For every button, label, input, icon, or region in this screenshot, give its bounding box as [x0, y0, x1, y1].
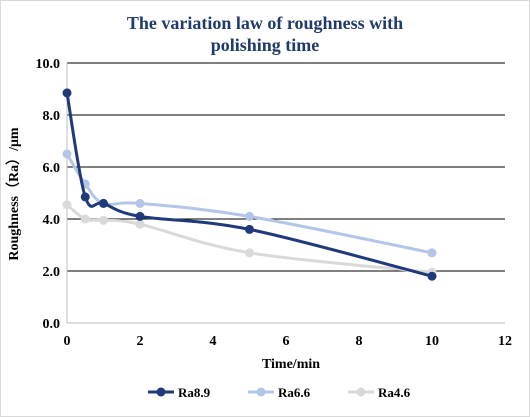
- y-tick-label: 6.0: [43, 161, 61, 176]
- data-point-ra6-6: [245, 211, 254, 221]
- legend-label-ra6-6: Ra6.6: [278, 385, 311, 400]
- data-point-ra8-9: [427, 271, 437, 281]
- y-axis-label: Roughness（Ra）/μm: [6, 127, 22, 261]
- data-point-ra4-6: [245, 248, 254, 258]
- data-point-ra6-6: [62, 149, 72, 159]
- x-tick-label: 4: [210, 334, 217, 349]
- legend-marker-ra8-9: [156, 387, 166, 397]
- data-point-ra8-9: [245, 224, 254, 234]
- data-point-ra4-6: [62, 200, 72, 210]
- data-point-ra8-9: [80, 192, 90, 202]
- x-axis-label: Time/min: [262, 357, 320, 372]
- x-tick-label: 0: [64, 334, 71, 349]
- series-line-ra6-6: [65, 152, 434, 255]
- gridlines: [67, 62, 505, 272]
- data-point-ra6-6: [135, 198, 145, 208]
- legend-marker-ra6-6: [256, 387, 266, 397]
- chart-title: The variation law of roughness with poli…: [0, 12, 530, 56]
- legend-marker-ra4-6: [356, 387, 366, 397]
- data-point-ra4-6: [80, 214, 90, 224]
- series-lines: [62, 88, 437, 281]
- y-tick-label: 2.0: [43, 265, 61, 280]
- legend: Ra8.9 Ra6.6 Ra4.6: [148, 385, 411, 400]
- data-point-ra8-9: [135, 211, 145, 221]
- x-tick-label: 12: [498, 334, 512, 349]
- legend-label-ra8-9: Ra8.9: [178, 385, 211, 400]
- chart-title-line-1: The variation law of roughness with: [126, 13, 404, 33]
- legend-label-ra4-6: Ra4.6: [378, 385, 411, 400]
- y-tick-label: 0.0: [43, 317, 61, 332]
- x-tick-label: 6: [283, 334, 290, 349]
- x-tick-label: 2: [137, 334, 144, 349]
- y-tick-label: 10.0: [36, 57, 61, 72]
- y-tick-label: 8.0: [43, 109, 61, 124]
- tick-labels: 0.0 2.0 4.0 6.0 8.0 10.0 0 2 4 6 8 10 12: [36, 57, 513, 349]
- x-tick-label: 8: [356, 334, 363, 349]
- chart-title-line-2: polishing time: [210, 35, 320, 55]
- x-tick-label: 10: [425, 334, 439, 349]
- series-line-ra8-9: [65, 91, 434, 278]
- y-tick-label: 4.0: [43, 213, 61, 228]
- data-point-ra8-9: [99, 198, 108, 208]
- data-point-ra8-9: [62, 88, 72, 98]
- axes: [66, 63, 505, 324]
- data-point-ra4-6: [135, 219, 145, 229]
- data-point-ra4-6: [99, 215, 108, 225]
- data-point-ra6-6: [427, 248, 437, 258]
